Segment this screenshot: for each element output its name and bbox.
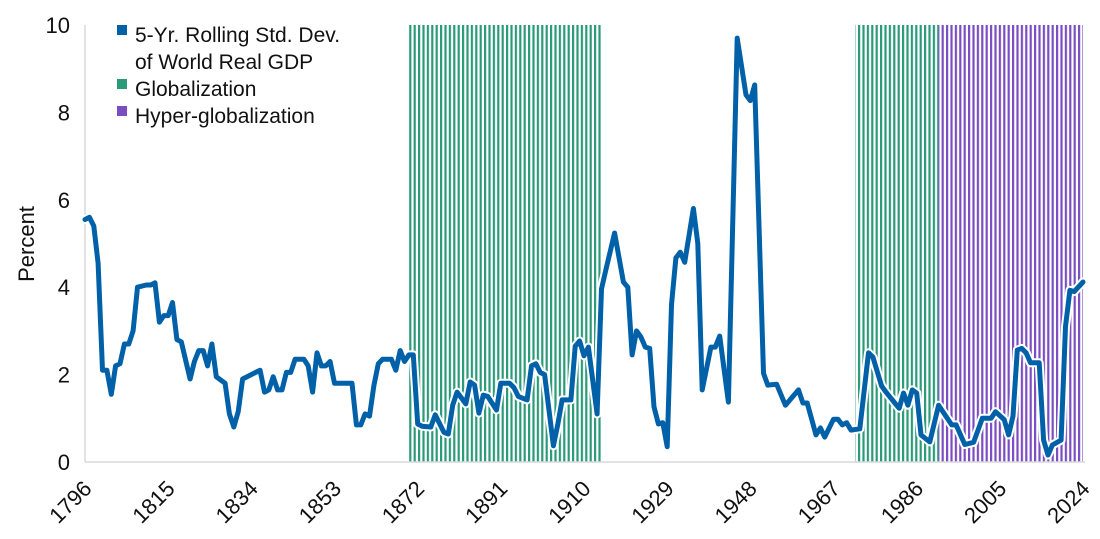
x-tick-label: 1891 — [460, 476, 512, 528]
band-globalization-1 — [855, 25, 939, 462]
y-tick-label: 6 — [58, 188, 70, 213]
x-tick-label: 2005 — [959, 476, 1011, 528]
y-tick-label: 10 — [46, 13, 70, 38]
y-tick-label: 4 — [58, 275, 70, 300]
legend-label: Globalization — [135, 78, 256, 101]
x-tick-label: 1853 — [294, 476, 346, 528]
legend-swatch — [117, 106, 127, 116]
x-tick-label: 1948 — [710, 476, 762, 528]
period-bands — [408, 25, 1083, 462]
y-axis-label: Percent — [14, 206, 39, 282]
legend-label: of World Real GDP — [135, 51, 313, 74]
x-tick-label: 1986 — [876, 476, 928, 528]
y-axis-ticks: 0 2 4 6 8 10 — [46, 13, 70, 475]
x-tick-label: 1815 — [127, 476, 179, 528]
y-tick-label: 0 — [58, 450, 70, 475]
legend-label: Hyper-globalization — [135, 105, 315, 128]
legend-swatch — [117, 79, 127, 89]
x-tick-label: 1967 — [793, 476, 845, 528]
y-tick-label: 2 — [58, 363, 70, 388]
x-tick-label: 1929 — [626, 476, 678, 528]
legend: 5-Yr. Rolling Std. Dev. of World Real GDP… — [117, 24, 340, 128]
x-tick-label: 2024 — [1042, 476, 1094, 528]
legend-label: 5-Yr. Rolling Std. Dev. — [135, 24, 340, 47]
legend-swatch — [117, 25, 127, 35]
y-tick-label: 8 — [58, 100, 70, 125]
x-tick-label: 1872 — [377, 476, 429, 528]
x-axis-ticks: 1796 1815 1834 1853 1872 1891 1910 1929 1948 1967… — [44, 476, 1094, 528]
series-line — [82, 35, 1086, 458]
x-tick-label: 1910 — [543, 476, 595, 528]
x-tick-label: 1796 — [44, 476, 96, 528]
x-tick-label: 1834 — [211, 476, 263, 528]
series-layer — [80, 33, 1088, 460]
